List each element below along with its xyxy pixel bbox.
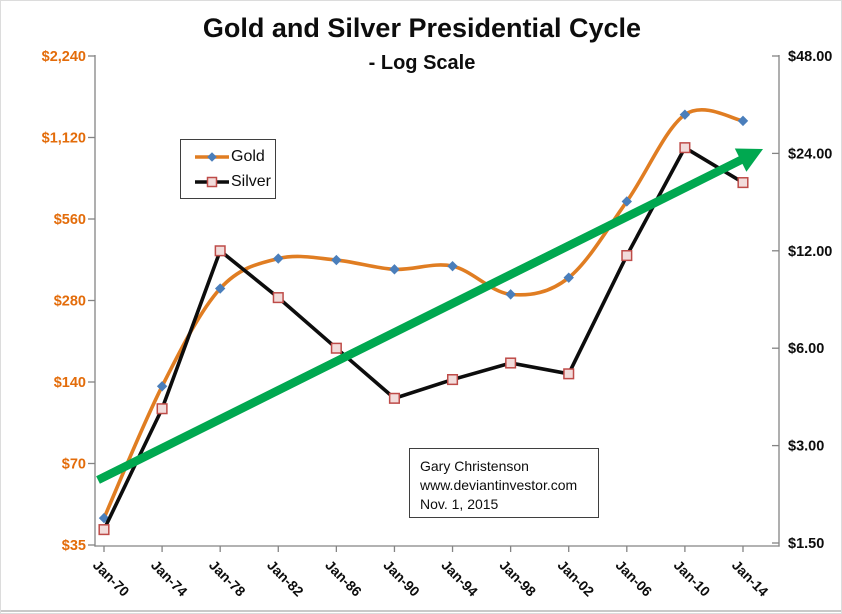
x-axis-tick-label: Jan-14 bbox=[729, 557, 772, 600]
x-axis-tick-label: Jan-10 bbox=[671, 557, 714, 600]
silver-data-point-square bbox=[737, 177, 749, 189]
silver-data-point-square bbox=[214, 245, 226, 257]
left-axis-tick-label: $2,240 bbox=[42, 49, 86, 65]
x-axis-tick-label: Jan-94 bbox=[438, 557, 481, 600]
right-axis-tick-label: $1.50 bbox=[788, 536, 824, 552]
gold-data-point-diamond bbox=[679, 109, 691, 120]
gold-data-point-diamond bbox=[214, 283, 226, 294]
gold-data-point-diamond bbox=[563, 272, 574, 283]
silver-data-point-square bbox=[330, 342, 342, 354]
left-axis-tick-label: $560 bbox=[54, 212, 86, 228]
trend-arrow-head bbox=[734, 148, 763, 172]
x-axis-tick-label: Jan-90 bbox=[380, 557, 423, 600]
chart-frame-bottom-border bbox=[1, 610, 841, 612]
left-axis-tick-label: $70 bbox=[62, 457, 86, 473]
left-axis-tick-label: $35 bbox=[62, 538, 86, 554]
silver-data-point-square bbox=[272, 292, 284, 304]
right-axis-tick-label: $3.00 bbox=[788, 439, 824, 455]
silver-data-point-square bbox=[156, 403, 168, 415]
x-axis-tick-label: Jan-06 bbox=[613, 557, 656, 600]
x-axis-tick-label: Jan-70 bbox=[90, 557, 133, 600]
silver-data-point-square bbox=[388, 392, 400, 404]
annotation-author: Gary Christenson bbox=[420, 458, 529, 474]
legend-gold-label: Gold bbox=[231, 147, 265, 165]
silver-data-point-square bbox=[98, 524, 110, 536]
silver-data-point-square bbox=[563, 368, 575, 380]
gold-data-point-diamond bbox=[505, 289, 516, 300]
legend-gold-diamond-icon bbox=[207, 151, 217, 162]
left-axis-tick-label: $1,120 bbox=[42, 131, 86, 147]
gold-data-point-diamond bbox=[331, 254, 342, 266]
chart-title: Gold and Silver Presidential Cycle bbox=[202, 13, 642, 43]
chart-subtitle: - Log Scale bbox=[368, 52, 476, 74]
right-axis-tick-label: $48.00 bbox=[788, 49, 832, 65]
x-axis-tick-label: Jan-74 bbox=[148, 557, 191, 600]
legend-entry-gold: Gold bbox=[195, 148, 275, 166]
right-axis-tick-label: $12.00 bbox=[788, 244, 832, 260]
right-axis-tick-label: $24.00 bbox=[788, 146, 832, 162]
annotation-date: Nov. 1, 2015 bbox=[420, 496, 499, 512]
gold-data-point-diamond bbox=[156, 381, 168, 392]
left-axis-tick-label: $280 bbox=[54, 294, 86, 310]
silver-line-sample-icon bbox=[195, 176, 229, 187]
gold-data-point-diamond bbox=[447, 260, 458, 272]
x-axis-tick-label: Jan-82 bbox=[264, 557, 307, 600]
gold-line-sample-icon bbox=[195, 151, 229, 162]
gold-data-point-diamond bbox=[273, 253, 284, 264]
x-axis-tick-label: Jan-86 bbox=[322, 557, 365, 600]
legend-entry-silver: Silver bbox=[195, 173, 275, 191]
annotation-box: Gary Christenson www.deviantinvestor.com… bbox=[409, 448, 599, 518]
silver-data-point-square bbox=[621, 250, 633, 262]
silver-series-line bbox=[102, 145, 744, 531]
annotation-website: www.deviantinvestor.com bbox=[420, 477, 578, 493]
right-axis-tick-label: $6.00 bbox=[788, 341, 824, 357]
legend-silver-label: Silver bbox=[231, 172, 272, 190]
left-axis-tick-label: $140 bbox=[54, 375, 86, 391]
x-axis-tick-label: Jan-78 bbox=[206, 557, 249, 600]
silver-data-point-square bbox=[679, 142, 691, 154]
gold-data-point-diamond bbox=[389, 264, 400, 275]
trend-arrow-shaft bbox=[96, 155, 745, 484]
x-axis-tick-label: Jan-02 bbox=[555, 557, 598, 600]
silver-data-point-square bbox=[505, 357, 517, 369]
legend: Gold Silver bbox=[180, 139, 276, 199]
gold-data-point-diamond bbox=[621, 196, 633, 207]
gold-data-point-diamond bbox=[737, 115, 749, 127]
legend-silver-square-icon bbox=[206, 176, 218, 187]
silver-data-point-square bbox=[446, 374, 459, 386]
x-axis-tick-label: Jan-98 bbox=[497, 557, 540, 600]
